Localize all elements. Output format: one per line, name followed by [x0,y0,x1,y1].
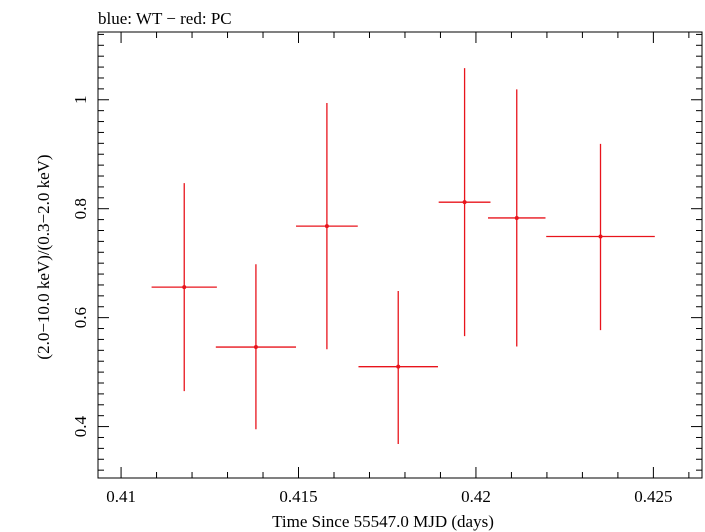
data-point [598,234,603,239]
data-point [462,200,467,205]
data-point [253,345,258,350]
data-points [151,68,655,445]
plot-frame [97,31,703,479]
x-tick-label: 0.415 [279,487,317,506]
data-point [396,364,401,369]
y-tick-label: 0.6 [71,307,90,328]
axis-ticks [98,32,702,478]
data-point [324,224,329,229]
data-point [514,215,519,220]
y-tick-label: 0.8 [71,198,90,219]
y-axis-label: (2.0−10.0 keV)/(0.3−2.0 keV) [34,154,53,359]
axis-tick-labels: 0.41 0.415 0.42 0.425 0.4 0.6 0.8 1 [71,96,673,506]
x-axis-label: Time Since 55547.0 MJD (days) [272,512,494,531]
chart-title: blue: WT − red: PC [98,9,232,28]
y-tick-label: 0.4 [71,415,90,437]
data-point [182,285,187,290]
x-tick-label: 0.41 [106,487,136,506]
y-tick-label: 1 [71,96,90,105]
x-tick-label: 0.425 [634,487,672,506]
x-tick-label: 0.42 [461,487,491,506]
